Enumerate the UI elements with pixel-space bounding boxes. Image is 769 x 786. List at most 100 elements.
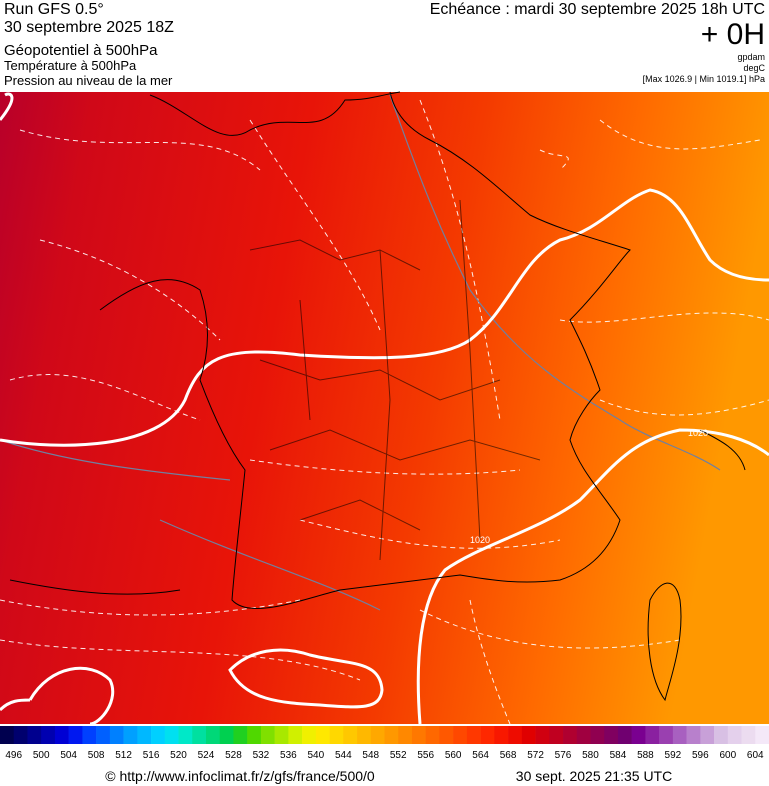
color-swatch xyxy=(233,726,248,744)
map-background xyxy=(0,92,769,724)
pressure-contour-lows xyxy=(0,648,384,726)
color-swatch xyxy=(315,726,330,744)
color-swatch xyxy=(27,726,42,744)
scale-label: 524 xyxy=(198,750,215,761)
scale-label: 572 xyxy=(527,750,544,761)
color-swatch xyxy=(123,726,138,744)
pressure-contour-north xyxy=(0,92,769,447)
color-swatch xyxy=(260,726,275,744)
color-swatch xyxy=(192,726,207,744)
scale-label: 576 xyxy=(555,750,572,761)
color-swatch xyxy=(411,726,426,744)
unit-gpdam: gpdam xyxy=(737,52,765,62)
scale-label: 548 xyxy=(362,750,379,761)
run-title: Run GFS 0.5° xyxy=(4,1,104,18)
scale-label: 568 xyxy=(500,750,517,761)
color-swatch xyxy=(466,726,481,744)
scale-label: 520 xyxy=(170,750,187,761)
pressure-contour-south xyxy=(416,428,769,725)
deadline: Echéance : mardi 30 septembre 2025 18h U… xyxy=(430,1,765,18)
color-swatch xyxy=(727,726,742,744)
scale-label: 512 xyxy=(115,750,132,761)
color-scale: 496 500 504 508 512 516 520 524 528 532 536 540 544 5… xyxy=(0,726,769,761)
color-swatch xyxy=(398,726,413,744)
contour-label: 1020 xyxy=(470,535,490,545)
color-swatch xyxy=(508,726,523,744)
scale-label: 536 xyxy=(280,750,297,761)
color-swatch xyxy=(247,726,262,744)
color-swatch xyxy=(164,726,179,744)
scale-label: 556 xyxy=(417,750,434,761)
color-swatch xyxy=(521,726,536,744)
color-swatch xyxy=(302,726,317,744)
color-swatch xyxy=(151,726,166,744)
color-swatch xyxy=(54,726,69,744)
color-swatch xyxy=(590,726,605,744)
scale-label: 540 xyxy=(307,750,324,761)
color-swatch xyxy=(563,726,578,744)
department-borders xyxy=(249,199,541,561)
color-swatch xyxy=(68,726,83,744)
offset: + 0H xyxy=(701,18,765,51)
color-swatch xyxy=(178,726,193,744)
scale-label: 508 xyxy=(88,750,105,761)
color-swatch xyxy=(96,726,111,744)
color-swatch xyxy=(659,726,674,744)
scale-label: 500 xyxy=(33,750,50,761)
map: 1020 1020 xyxy=(0,91,769,726)
color-swatch xyxy=(686,726,701,744)
color-swatch xyxy=(604,726,619,744)
color-swatch xyxy=(274,726,289,744)
unit-degc: degC xyxy=(743,63,765,73)
color-swatch xyxy=(617,726,632,744)
run-date: 30 septembre 2025 18Z xyxy=(4,19,174,36)
color-swatch xyxy=(631,726,646,744)
scale-label: 544 xyxy=(335,750,352,761)
color-swatch xyxy=(41,726,56,744)
color-swatch xyxy=(219,726,234,744)
color-swatch xyxy=(357,726,372,744)
color-swatch xyxy=(343,726,358,744)
scale-label: 532 xyxy=(253,750,270,761)
color-swatch xyxy=(645,726,660,744)
color-swatch xyxy=(535,726,550,744)
color-swatch xyxy=(741,726,756,744)
source-url: © http://www.infoclimat.fr/z/gfs/france/… xyxy=(105,768,375,784)
scale-label: 528 xyxy=(225,750,242,761)
scale-label: 596 xyxy=(692,750,709,761)
scale-label: 564 xyxy=(472,750,489,761)
field-geopotential: Géopotentiel à 500hPa xyxy=(4,42,158,59)
color-swatch xyxy=(384,726,399,744)
scale-label: 592 xyxy=(665,750,682,761)
scale-label: 604 xyxy=(747,750,764,761)
color-swatch xyxy=(288,726,303,744)
color-swatch xyxy=(549,726,564,744)
color-swatch xyxy=(370,726,385,744)
color-swatch xyxy=(672,726,687,744)
pressure-range: [Max 1026.9 | Min 1019.1] hPa xyxy=(643,74,765,84)
color-swatch xyxy=(137,726,152,744)
scale-label: 560 xyxy=(445,750,462,761)
scale-label: 600 xyxy=(719,750,736,761)
color-swatch xyxy=(480,726,495,744)
scale-label: 580 xyxy=(582,750,599,761)
field-temperature: Température à 500hPa xyxy=(4,58,137,73)
scale-label: 516 xyxy=(143,750,160,761)
color-swatch xyxy=(329,726,344,744)
scale-label: 588 xyxy=(637,750,654,761)
field-pressure: Pression au niveau de la mer xyxy=(4,73,173,88)
coastline-and-borders xyxy=(9,91,746,702)
timestamp: 30 sept. 2025 21:35 UTC xyxy=(516,768,672,784)
color-swatch xyxy=(0,726,15,744)
scale-label: 504 xyxy=(60,750,77,761)
color-swatch xyxy=(425,726,440,744)
color-swatch xyxy=(755,726,769,744)
color-swatch xyxy=(453,726,468,744)
color-swatch xyxy=(109,726,124,744)
color-swatch xyxy=(13,726,28,744)
contour-label: 1020 xyxy=(688,428,708,438)
color-swatch xyxy=(714,726,729,744)
color-swatch xyxy=(700,726,715,744)
scale-label: 496 xyxy=(5,750,22,761)
